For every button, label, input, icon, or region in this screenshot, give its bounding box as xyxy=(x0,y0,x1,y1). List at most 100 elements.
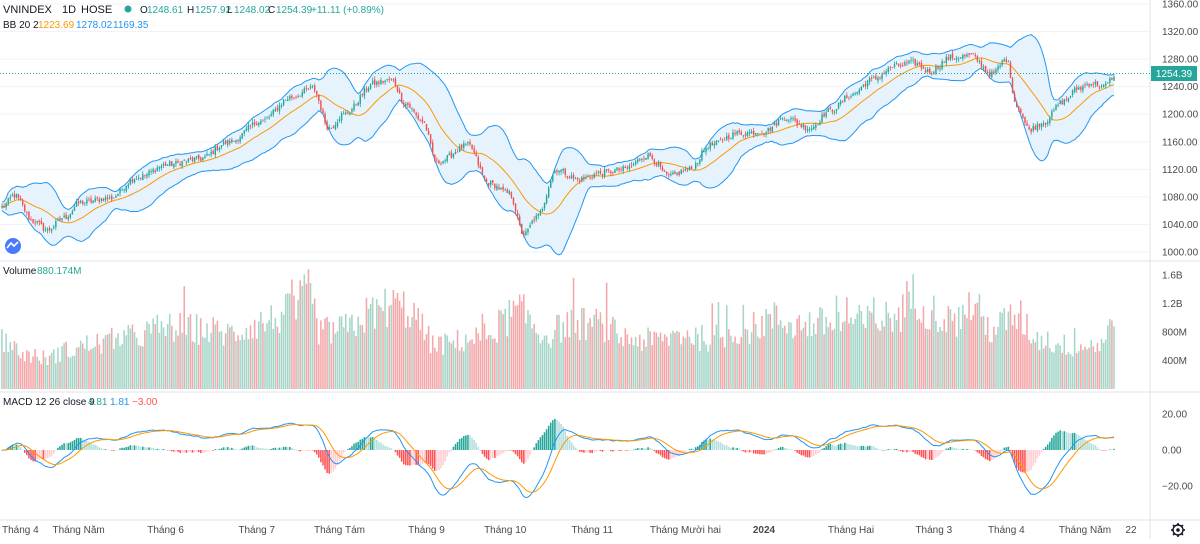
gear-icon[interactable] xyxy=(1171,523,1185,537)
volume-bar xyxy=(104,335,107,389)
volume-bar xyxy=(825,316,827,389)
tradingview-cloud-icon[interactable] xyxy=(5,238,21,254)
candle xyxy=(1001,59,1003,68)
time-axis[interactable]: Tháng 4 Tháng Năm Tháng 6 Tháng 7 Tháng Tám T… xyxy=(2,525,1137,536)
candle xyxy=(212,149,214,155)
volume-bar xyxy=(585,340,587,389)
candle xyxy=(610,170,612,177)
candle xyxy=(154,168,156,174)
candle xyxy=(425,123,428,131)
price-tick-label: 1120.00 xyxy=(1162,165,1198,176)
volume-bar xyxy=(1084,346,1086,389)
macd-hist-bar xyxy=(543,432,546,450)
volume-pane[interactable] xyxy=(1,269,1115,389)
candle xyxy=(521,223,523,235)
price-axis[interactable]: 1360.001320.001280.001240.001200.001160.… xyxy=(1162,0,1199,259)
macd-label[interactable]: MACD 12 26 close 9 xyxy=(3,397,95,408)
macd-hist-bar xyxy=(179,450,181,454)
macd-hist-bar xyxy=(864,446,867,450)
volume-bar xyxy=(224,333,227,389)
volume-bar xyxy=(887,312,890,389)
volume-bar xyxy=(788,322,790,389)
volume-bar xyxy=(935,320,937,389)
bb-label[interactable]: BB 20 2 xyxy=(3,20,39,31)
candle xyxy=(431,139,434,156)
interval-label[interactable]: 1D xyxy=(62,4,76,16)
macd-hist-bar xyxy=(1005,447,1008,450)
macd-hist-bar xyxy=(30,450,32,460)
macd-hist-bar xyxy=(477,447,480,450)
volume-bar xyxy=(527,309,529,389)
macd-hist-bar xyxy=(670,450,672,460)
volume-bar xyxy=(34,348,36,389)
macd-hist-bar xyxy=(839,443,842,450)
candle xyxy=(560,168,562,176)
volume-bar xyxy=(810,336,813,389)
candle xyxy=(788,118,790,124)
candle xyxy=(79,199,82,204)
volume-bar xyxy=(204,338,206,389)
macd-lines xyxy=(1,422,1115,499)
volume-bar xyxy=(1042,348,1045,389)
volume-bar xyxy=(119,345,121,389)
volume-bar xyxy=(1020,300,1022,389)
volume-bar xyxy=(429,353,432,389)
volume-bar xyxy=(848,323,850,389)
macd-hist-bar xyxy=(986,450,989,461)
candle xyxy=(264,116,266,123)
volume-bar xyxy=(1104,339,1107,389)
price-pane[interactable] xyxy=(1,34,1115,256)
macd-pane[interactable] xyxy=(1,418,1115,499)
macd-hist-bar xyxy=(554,418,556,450)
price-legend[interactable]: VNINDEX 1D HOSE O 1248.61 H 1257.92 L 12… xyxy=(3,4,384,31)
macd-hist-bar xyxy=(558,421,560,450)
volume-bar xyxy=(322,329,324,389)
macd-hist-bar xyxy=(910,450,912,452)
macd-hist-bar xyxy=(220,448,223,450)
macd-hist-bar xyxy=(369,437,372,450)
volume-legend[interactable]: Volume 880.174M xyxy=(3,266,81,277)
candle xyxy=(1053,107,1055,113)
macd-hist-bar xyxy=(732,447,734,450)
candle xyxy=(645,157,647,160)
candle xyxy=(1092,81,1095,88)
macd-hist-bar xyxy=(516,450,519,457)
macd-hist-bar xyxy=(504,450,506,452)
volume-bar xyxy=(357,316,359,389)
volume-bar xyxy=(730,335,732,389)
macd-hist-bar xyxy=(1020,450,1022,472)
macd-hist-bar xyxy=(659,450,662,456)
macd-hist-bar xyxy=(653,450,656,452)
volume-bar xyxy=(226,323,229,389)
candle xyxy=(514,203,517,215)
volume-bar xyxy=(396,292,399,389)
volume-label[interactable]: Volume xyxy=(3,266,37,277)
macd-hist-bar xyxy=(697,446,699,450)
candle xyxy=(949,54,952,62)
symbol-label[interactable]: VNINDEX xyxy=(3,4,53,16)
macd-hist-bar xyxy=(150,447,152,450)
volume-bar xyxy=(351,314,353,389)
candle xyxy=(614,168,616,174)
candle xyxy=(398,87,401,95)
volume-bar xyxy=(531,328,533,389)
volume-bar xyxy=(11,349,14,389)
volume-bar xyxy=(506,336,509,389)
macd-axis[interactable]: 20.000.00−20.00 xyxy=(1162,410,1193,493)
candle xyxy=(272,108,274,117)
macd-hist-bar xyxy=(641,447,643,450)
volume-bar xyxy=(875,323,877,389)
volume-bar xyxy=(411,317,413,389)
macd-hist-bar xyxy=(995,450,997,458)
candle xyxy=(968,53,970,58)
macd-legend[interactable]: MACD 12 26 close 9 4.81 1.81 −3.00 xyxy=(3,397,158,408)
macd-hist-bar xyxy=(162,449,165,450)
macd-hist-bar xyxy=(81,439,84,450)
macd-hist-bar xyxy=(701,441,703,450)
volume-bar xyxy=(986,316,989,389)
macd-hist-bar xyxy=(402,450,405,465)
volume-bar xyxy=(902,294,904,389)
candle xyxy=(637,157,639,165)
